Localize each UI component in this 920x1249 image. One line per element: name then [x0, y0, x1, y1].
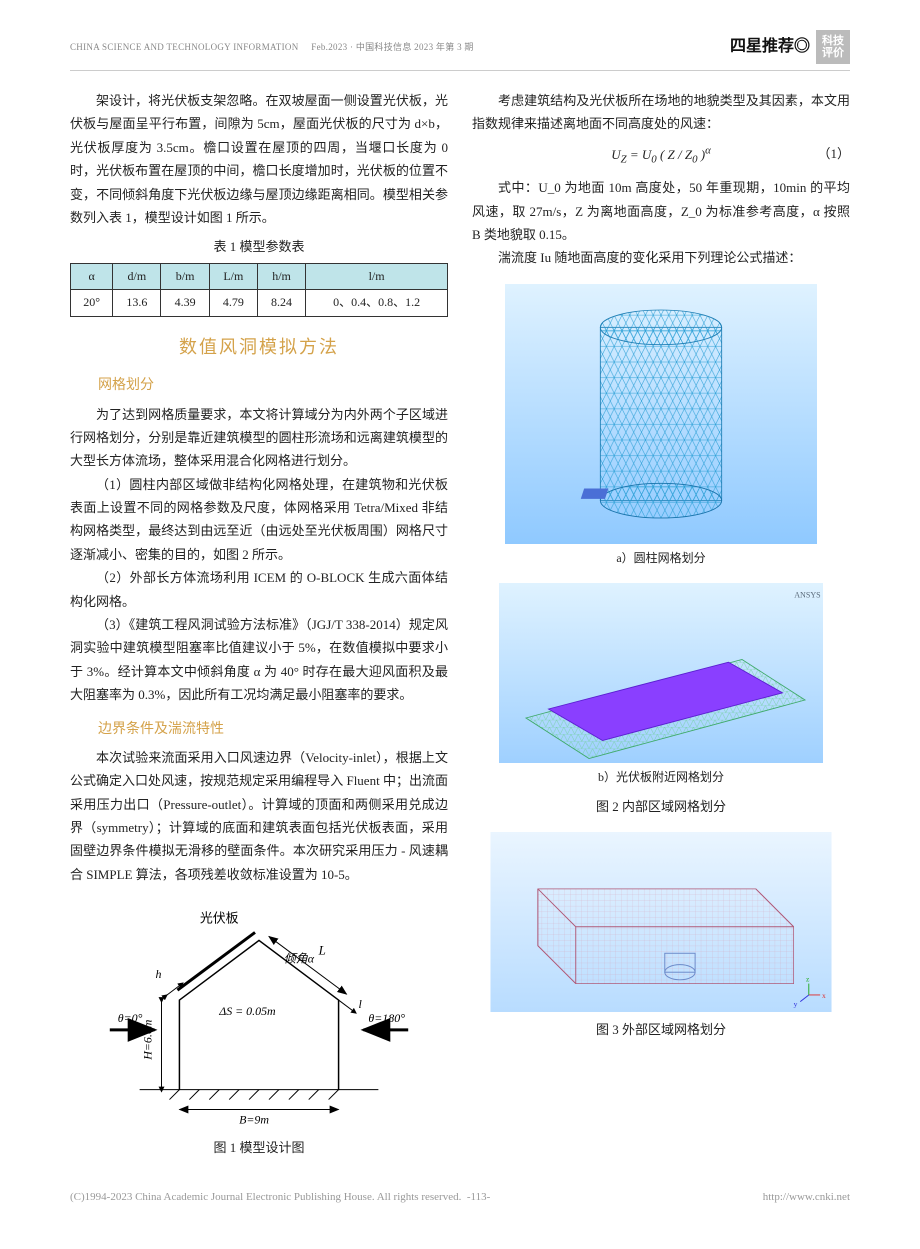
td-d: 13.6 [113, 290, 161, 317]
page-header: CHINA SCIENCE AND TECHNOLOGY INFORMATION… [70, 30, 850, 71]
th-d: d/m [113, 263, 161, 290]
mesh-p3: （2）外部长方体流场利用 ICEM 的 O-BLOCK 生成六面体结构化网格。 [70, 566, 448, 613]
journal-en: CHINA SCIENCE AND TECHNOLOGY INFORMATION [70, 42, 299, 52]
fig2a-svg [472, 284, 850, 544]
th-L: L/m [209, 263, 257, 290]
table1: α d/m b/m L/m h/m l/m 20° 13.6 4.39 4.79… [70, 263, 448, 317]
mesh-p4: （3）《建筑工程风洞试验方法标准》（JGJ/T 338-2014）规定风洞实验中… [70, 613, 448, 707]
footer-url: http://www.cnki.net [763, 1188, 850, 1208]
td-l: 0、0.4、0.8、1.2 [306, 290, 448, 317]
recommend-label: 四星推荐◎ [730, 33, 810, 62]
B-label: B=9m [239, 1113, 269, 1127]
fig3-caption: 图 3 外部区域网格划分 [472, 1018, 850, 1041]
th-alpha: α [71, 263, 113, 290]
right-p2: 式中：U_0 为地面 10m 高度处，50 年重现期，10min 的平均风速，取… [472, 176, 850, 246]
td-b: 4.39 [161, 290, 209, 317]
table1-caption: 表 1 模型参数表 [70, 235, 448, 258]
fig3-box: x z y 图 3 外部区域网格划分 [472, 832, 850, 1041]
table1-header-row: α d/m b/m L/m h/m l/m [71, 263, 448, 290]
kj-line1: 科技 [822, 35, 844, 47]
right-p3: 湍流度 Iu 随地面高度的变化采用下列理论公式描述： [472, 246, 850, 269]
formula-1: UZ = U0 ( Z / Z0 )α （1） [472, 142, 850, 170]
L-label: L [318, 942, 326, 957]
angle-label: 倾角α [284, 951, 315, 965]
journal-issue: CHINA SCIENCE AND TECHNOLOGY INFORMATION… [70, 39, 474, 55]
mesh-p2: （1）圆柱内部区域做非结构化网格处理，在建筑物和光伏板表面上设置不同的网格参数及… [70, 473, 448, 567]
td-h: 8.24 [257, 290, 305, 317]
sub-mesh-title: 网格划分 [70, 373, 448, 398]
td-L: 4.79 [209, 290, 257, 317]
section-title: 数值风洞模拟方法 [70, 331, 448, 363]
l-label: l [358, 997, 362, 1011]
theta0-label: θ=0° [118, 1011, 143, 1025]
sub-bc-title: 边界条件及湍流特性 [70, 717, 448, 742]
bc-p1: 本次试验来流面采用入口风速边界（Velocity-inlet），根据上文公式确定… [70, 746, 448, 886]
page-footer: (C)1994-2023 China Academic Journal Elec… [70, 1188, 850, 1208]
fig2b-box: ANSYS b）光伏板附近网格划分 图 2 内部区域网格划分 [472, 583, 850, 818]
issue-text: Feb.2023 · 中国科技信息 2023 年第 3 期 [311, 42, 473, 52]
right-p1: 考虑建筑结构及光伏板所在场地的地貌类型及其因素，本文用指数规律来描述离地面不同高… [472, 89, 850, 136]
formula-num: （1） [817, 142, 850, 165]
fig2a-caption: a）圆柱网格划分 [472, 548, 850, 570]
pv-label: 光伏板 [200, 911, 239, 926]
th-h: h/m [257, 263, 305, 290]
fig2b-caption: b）光伏板附近网格划分 [472, 767, 850, 789]
H-label: H=6.6m [141, 1019, 155, 1061]
svg-text:x: x [822, 991, 826, 1000]
table1-data-row: 20° 13.6 4.39 4.79 8.24 0、0.4、0.8、1.2 [71, 290, 448, 317]
fig2b-svg: ANSYS [472, 583, 850, 763]
fig1-caption: 图 1 模型设计图 [70, 1136, 448, 1159]
th-l: l/m [306, 263, 448, 290]
fig1-box: 光伏板 倾角α L l h ΔS = 0.05m θ=0° θ=180° [70, 900, 448, 1159]
intro-para: 架设计，将光伏板支架忽略。在双坡屋面一侧设置光伏板，光伏板与屋面呈平行布置，间隙… [70, 89, 448, 229]
fig2a-box: a）圆柱网格划分 [472, 284, 850, 570]
theta180-label: θ=180° [368, 1011, 405, 1025]
left-column: 架设计，将光伏板支架忽略。在双坡屋面一侧设置光伏板，光伏板与屋面呈平行布置，间隙… [70, 89, 448, 1160]
footer-copyright: (C)1994-2023 China Academic Journal Elec… [70, 1188, 490, 1208]
ds-label: ΔS = 0.05m [218, 1004, 276, 1018]
hsmall-label: h [156, 967, 162, 981]
kj-line2: 评价 [822, 47, 844, 59]
right-column: 考虑建筑结构及光伏板所在场地的地貌类型及其因素，本文用指数规律来描述离地面不同高… [472, 89, 850, 1160]
main-columns: 架设计，将光伏板支架忽略。在双坡屋面一侧设置光伏板，光伏板与屋面呈平行布置，间隙… [70, 89, 850, 1160]
house-diagram: 光伏板 倾角α L l h ΔS = 0.05m θ=0° θ=180° [70, 900, 448, 1130]
svg-text:y: y [794, 1000, 798, 1009]
fig3-svg: x z y [472, 832, 850, 1012]
fig2-caption: 图 2 内部区域网格划分 [472, 795, 850, 818]
ansys-watermark: ANSYS [794, 591, 821, 600]
td-alpha: 20° [71, 290, 113, 317]
th-b: b/m [161, 263, 209, 290]
header-right: 四星推荐◎ 科技 评价 [730, 30, 850, 64]
kj-box: 科技 评价 [816, 30, 850, 64]
formula-text: UZ = U0 ( Z / Z0 )α [611, 147, 711, 162]
mesh-p1: 为了达到网格质量要求，本文将计算域分为内外两个子区域进行网格划分，分别是靠近建筑… [70, 403, 448, 473]
